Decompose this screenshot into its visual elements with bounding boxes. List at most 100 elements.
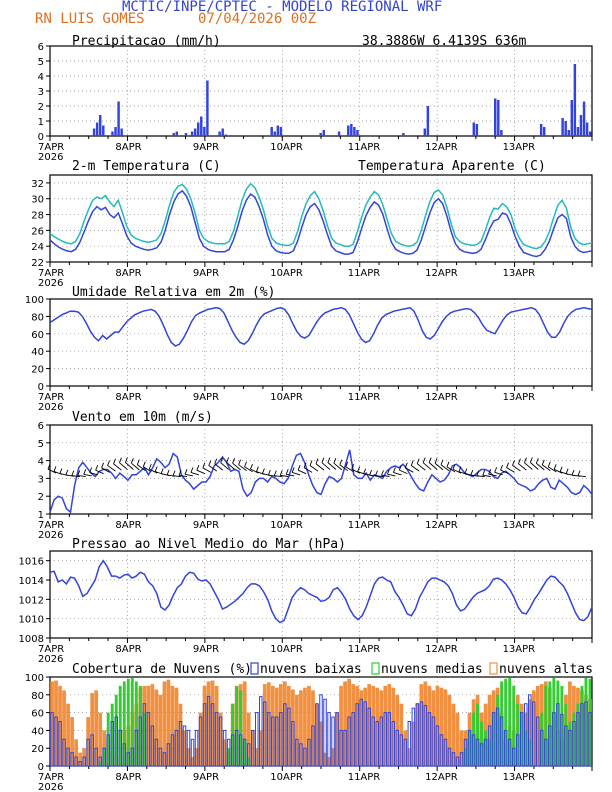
cloud-bar-nuvens-baixas (295, 738, 299, 767)
wind-barb (71, 470, 80, 478)
wind-barb-flag (500, 464, 504, 471)
wind-barb-shaft (172, 475, 182, 478)
wind-barb-flag (315, 458, 319, 464)
wind-barb-shaft (428, 462, 438, 470)
cloud-bar-nuvens-baixas (431, 716, 436, 767)
wind-barb-shaft (405, 467, 414, 473)
y-tick-label: 0 (38, 132, 44, 143)
cloud-bar-nuvens-baixas (584, 701, 588, 767)
cloud-bar-nuvens-baixas (230, 734, 235, 767)
cloud-bar-nuvens-baixas (255, 712, 259, 767)
precip-bar (322, 130, 325, 136)
cloud-bar-nuvens-baixas (186, 729, 191, 767)
wind-barb-shaft (536, 462, 545, 471)
y-tick-label: 1 (38, 510, 44, 521)
y-tick-label: 5 (38, 439, 44, 450)
wind-barb-shaft (315, 463, 325, 471)
cloud-bar-nuvens-altas (355, 685, 359, 766)
wind-barb-flag (535, 458, 539, 464)
wind-barb-flag (440, 459, 444, 465)
wind-barb-flag (196, 465, 200, 471)
x-tick-label: 9APR (193, 142, 219, 153)
cloud-bar-nuvens-baixas (463, 738, 468, 767)
wind-barb (95, 465, 104, 475)
cloud-bar-nuvens-altas (94, 690, 99, 766)
cloud-bar-nuvens-medias (572, 712, 576, 766)
cloud-bar-nuvens-medias (102, 748, 106, 766)
precip-bar (350, 124, 353, 136)
cloud-bar-nuvens-baixas (62, 738, 66, 767)
wind-barb (518, 458, 527, 471)
panel-frame (49, 424, 593, 515)
wind-barb-flag (130, 458, 134, 464)
wind-barb (196, 465, 206, 475)
cloud-bar-nuvens-altas (90, 693, 95, 766)
cloud-bar-nuvens-altas (58, 685, 62, 766)
cloud-bar-nuvens-baixas (170, 734, 175, 767)
cloud-bar-nuvens-baixas (182, 725, 187, 767)
wind-barb (452, 464, 462, 474)
wind-barb-flag (202, 462, 206, 468)
cloud-bar-nuvens-altas (311, 690, 315, 766)
wind-barb-flag (375, 470, 378, 476)
wind-barb-shaft (71, 475, 80, 478)
wind-barb-shaft (333, 462, 343, 471)
cloud-bar-nuvens-altas (266, 682, 271, 766)
cloud-bar-nuvens-baixas (536, 716, 540, 767)
wind-barb-flag (142, 461, 146, 467)
pressure-line (49, 559, 593, 624)
y-tick-label: 3 (38, 474, 44, 485)
wind-barb-flag (101, 462, 105, 468)
wind-barb-flag (559, 466, 563, 472)
cloud-bar-nuvens-altas (455, 712, 460, 766)
wind-barb-shaft (89, 472, 98, 476)
wind-barb (416, 458, 426, 471)
cloud-bar-nuvens-baixas (351, 712, 355, 767)
cloud-bar-nuvens-baixas (242, 738, 247, 767)
wind-barb (244, 461, 253, 473)
wind-barb-shaft (476, 475, 485, 478)
cloud-bar-nuvens-baixas (515, 734, 520, 767)
panel-title: Pressao ao Nivel Medio do Mar (hPa) (72, 537, 346, 552)
cloud-bar-nuvens-altas (527, 699, 532, 766)
wind-barb (202, 462, 212, 473)
cloud-bar-nuvens-baixas (206, 696, 211, 767)
wind-barb-flag (434, 458, 438, 464)
x-tick-label: 7APR (38, 772, 64, 783)
cloud-bar-nuvens-medias (564, 703, 568, 766)
cloud-bar-nuvens-baixas (130, 747, 135, 767)
wind-barb-shaft (208, 465, 218, 472)
wind-barb (375, 470, 384, 478)
wind-barb-flag (83, 469, 87, 475)
cloud-bar-nuvens-baixas (403, 738, 408, 767)
cloud-bar-nuvens-medias (576, 703, 580, 766)
wind-barb-shaft (345, 466, 354, 473)
cloud-bar-nuvens-baixas (303, 747, 307, 767)
wind-barb-flag (208, 460, 212, 466)
wind-barb-flag (476, 470, 480, 476)
cloud-bar-nuvens-altas (531, 690, 536, 766)
precip-bar (567, 130, 570, 136)
x-tick-label: 10APR (270, 268, 303, 279)
wind-barb-flag (172, 470, 176, 476)
cloud-bar-nuvens-altas (411, 721, 416, 766)
cloud-bar-nuvens-baixas (580, 703, 584, 767)
cloud-bar-nuvens-baixas (491, 712, 496, 767)
temperature-line (49, 189, 593, 258)
wind-barb-shaft (244, 466, 253, 473)
y-tick-label: 60 (31, 709, 44, 720)
cloud-bar-nuvens-altas (154, 689, 159, 766)
wind-barb-flag (327, 457, 331, 463)
cloud-bar-nuvens-baixas (78, 761, 82, 767)
y-tick-label: 80 (31, 691, 44, 702)
wind-barb-flag (71, 470, 75, 476)
cloud-bar-nuvens-baixas (411, 707, 416, 767)
cloud-bar-nuvens-altas (427, 685, 432, 766)
wind-barb-shaft (280, 474, 289, 477)
cloud-bar-nuvens-baixas (371, 716, 375, 767)
wind-barb (541, 459, 551, 472)
wind-barb-shaft (101, 467, 110, 473)
precip-bar (172, 133, 175, 136)
cloud-bar-nuvens-baixas (499, 716, 504, 767)
x-tick-label: 9APR (193, 268, 219, 279)
